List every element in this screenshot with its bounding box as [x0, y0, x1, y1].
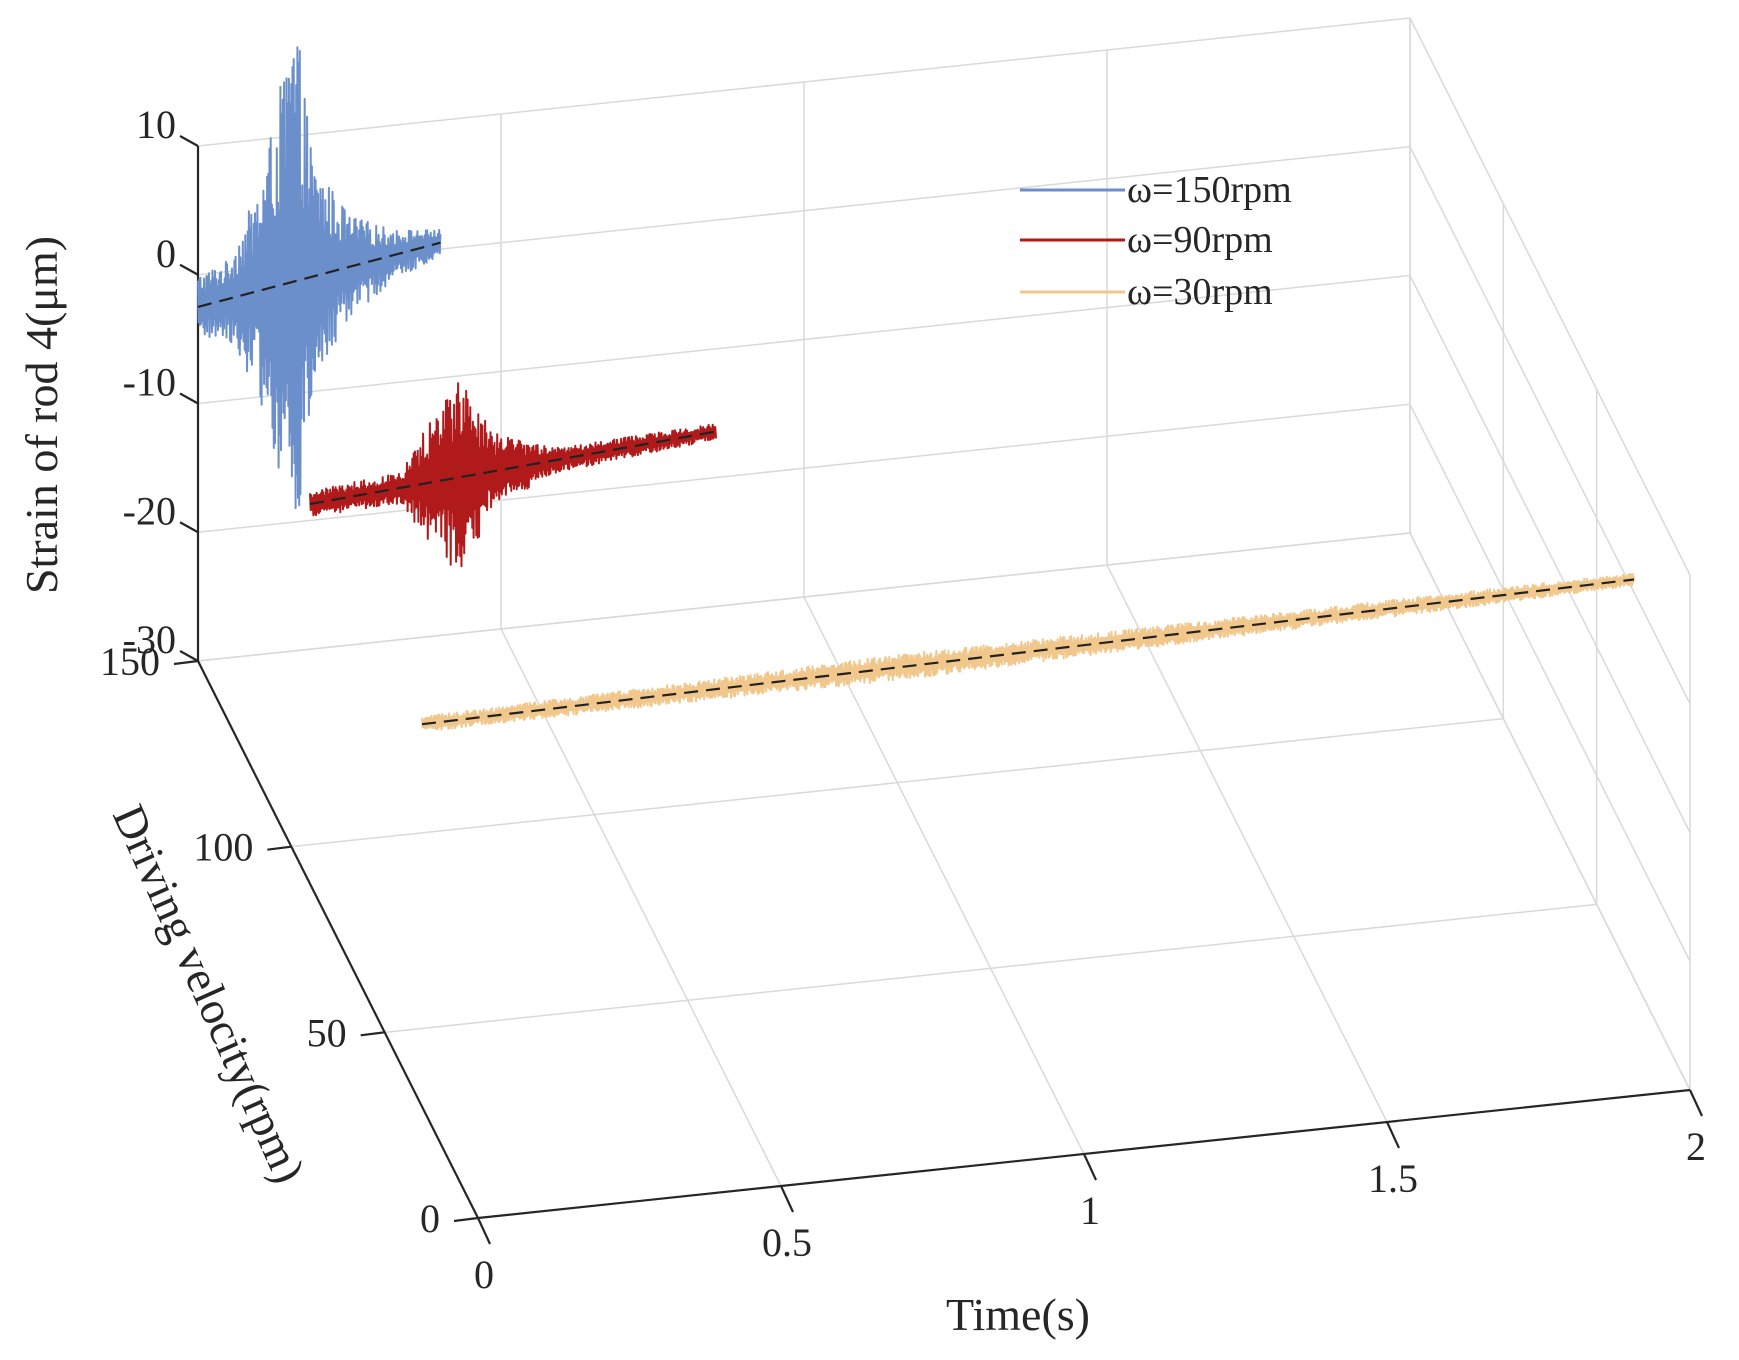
series-line-90	[309, 382, 717, 568]
y-tick	[267, 845, 292, 851]
z-tick-label: -10	[123, 360, 176, 405]
x-tick-label: 2	[1686, 1124, 1706, 1169]
x-tick-label: 0.5	[762, 1220, 812, 1265]
grid-side-z	[1409, 532, 1691, 1091]
grid-back-z	[197, 17, 1411, 147]
grid-floor-v	[291, 717, 1504, 848]
grid-floor-t	[803, 596, 1085, 1155]
y-tick-label: 0	[420, 1196, 440, 1241]
y-tick-label: 150	[100, 639, 160, 684]
legend-label-30: ω=30rpm	[1127, 271, 1273, 313]
x-tick	[477, 1217, 491, 1245]
y-tick-label: 100	[193, 825, 253, 870]
z-axis-title: Strain of rod 4(μm)	[16, 236, 67, 594]
z-tick	[179, 263, 199, 276]
grid-floor-t	[500, 628, 782, 1187]
axes	[173, 135, 1703, 1245]
x-axis-title: Time(s)	[946, 1289, 1090, 1340]
series-line-30	[421, 573, 1635, 731]
x-tick	[1689, 1089, 1703, 1117]
z-tick-label: -30	[123, 617, 176, 662]
grid-side-z	[1409, 403, 1691, 962]
trend-line-150	[197, 241, 441, 309]
grid-back-z	[197, 274, 1411, 405]
z-tick	[179, 392, 199, 405]
x-tick-label: 1	[1080, 1188, 1100, 1233]
z-tick	[179, 521, 199, 534]
x-tick-label: 0	[474, 1252, 494, 1297]
grid-lines	[197, 17, 1691, 1219]
data-series	[197, 46, 1635, 731]
y-tick	[173, 659, 199, 666]
z-tick	[179, 135, 199, 147]
x-tick	[780, 1185, 794, 1213]
y-axis-line	[197, 660, 479, 1219]
x-tick	[1083, 1153, 1097, 1181]
legend-label-150: ω=150rpm	[1127, 169, 1292, 211]
legend-label-90: ω=90rpm	[1127, 219, 1273, 261]
grid-floor-v	[384, 903, 1597, 1034]
x-tick	[1386, 1121, 1400, 1149]
y-tick	[360, 1031, 385, 1037]
z-tick-label: 0	[156, 231, 176, 276]
y-tick	[453, 1216, 479, 1223]
grid-side-z	[1409, 146, 1691, 705]
grid-back-z	[197, 403, 1411, 533]
z-tick-label: 10	[136, 102, 176, 147]
grid-back-z	[197, 532, 1411, 662]
trend-line-30	[421, 578, 1635, 726]
z-tick	[179, 650, 199, 662]
x-tick-label: 1.5	[1368, 1156, 1418, 1201]
grid-side-z	[1409, 275, 1691, 833]
grid-floor-t	[1106, 564, 1388, 1123]
z-tick-label: -20	[123, 488, 176, 533]
trend-line-90	[309, 430, 717, 506]
grid-side-z	[1409, 17, 1691, 576]
legend: ω=150rpm ω=90rpm ω=30rpm	[1020, 169, 1292, 313]
y-tick-label: 50	[307, 1010, 347, 1055]
tick-labels: 0 0.5 1 1.5 2 0 50 100 150-30 -20 -10 0 10	[100, 102, 1706, 1297]
series-line-150	[197, 46, 442, 510]
